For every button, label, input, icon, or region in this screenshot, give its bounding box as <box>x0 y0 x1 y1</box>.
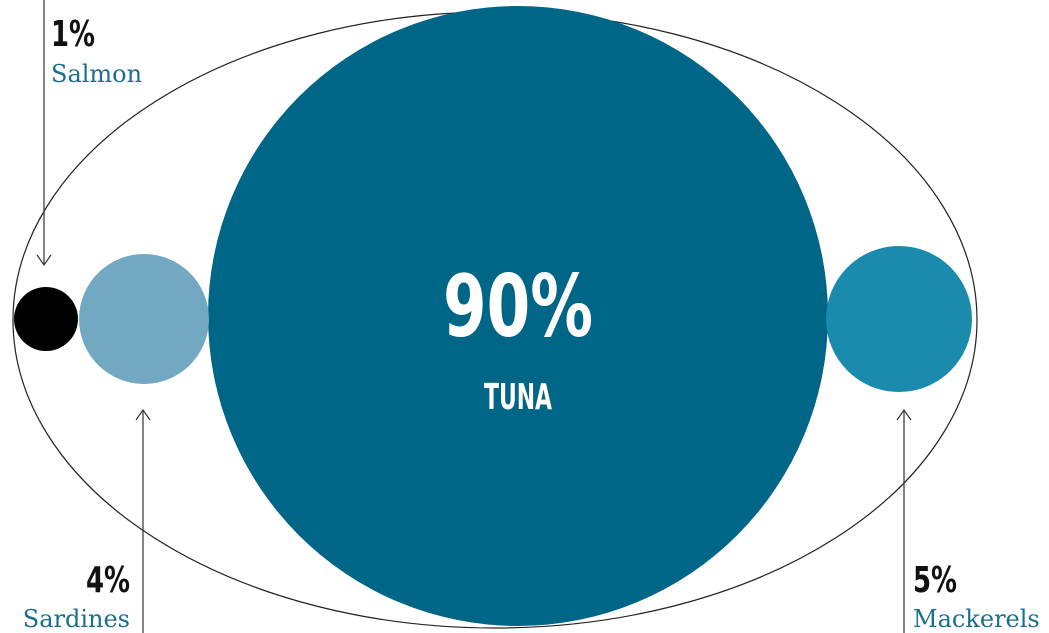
mackerels-value-label: 5% <box>913 560 957 601</box>
mackerels-arrowhead <box>896 408 912 421</box>
sardines-name-label: Sardines <box>23 605 130 633</box>
bubble-salmon <box>14 287 78 351</box>
mackerels-name-label: Mackerels <box>913 605 1040 633</box>
sardines-value-label: 4% <box>86 560 130 601</box>
bubble-sardines <box>79 254 209 384</box>
salmon-value-label: 1% <box>51 14 95 55</box>
salmon-name-label: Salmon <box>51 60 142 88</box>
bubble-mackerels <box>826 246 972 392</box>
bubble-tuna <box>208 6 828 626</box>
salmon-arrowhead <box>36 254 52 267</box>
sardines-arrowhead <box>135 408 151 421</box>
tuna-name-label: TUNA <box>484 377 552 418</box>
tuna-value-label: 90% <box>443 257 593 357</box>
